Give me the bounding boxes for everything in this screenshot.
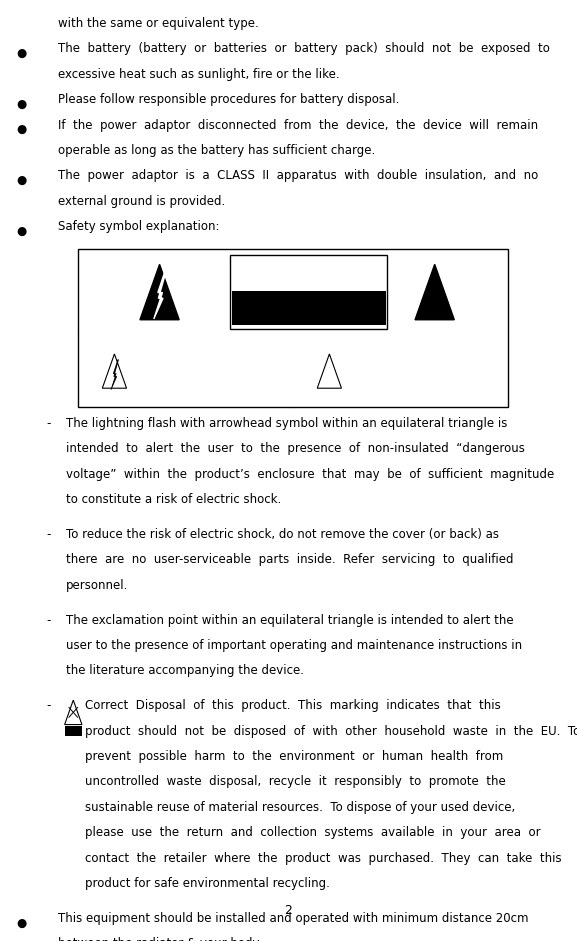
- Text: If  the  power  adaptor  disconnected  from  the  device,  the  device  will  re: If the power adaptor disconnected from t…: [58, 119, 538, 132]
- Bar: [231, 291, 386, 325]
- Text: ●: ●: [17, 47, 27, 60]
- Polygon shape: [154, 272, 166, 319]
- Text: CAUTION: CAUTION: [276, 263, 342, 276]
- Text: The lightning flash with arrowhead symbol within an equilateral triangle is: The lightning flash with arrowhead symbo…: [66, 417, 508, 430]
- Text: Safety symbol explanation:: Safety symbol explanation:: [58, 220, 219, 233]
- Text: intended  to  alert  the  user  to  the  presence  of  non-insulated  “dangerous: intended to alert the user to the presen…: [66, 442, 525, 455]
- Text: •: •: [327, 382, 331, 389]
- Text: This equipment should be installed and operated with minimum distance 20cm: This equipment should be installed and o…: [58, 912, 528, 925]
- Text: DO NOT OPEN: DO NOT OPEN: [284, 311, 334, 316]
- Text: -: -: [47, 528, 51, 541]
- Polygon shape: [317, 354, 342, 389]
- Text: Correct  Disposal  of  this  product.  This  marking  indicates  that  this: Correct Disposal of this product. This m…: [85, 699, 501, 712]
- Text: This symbol indicates:
Danger of high voltage.
Be careful of electric strike!: This symbol indicates: Danger of high vo…: [136, 344, 250, 364]
- Polygon shape: [140, 264, 179, 320]
- Bar: [65, 726, 82, 736]
- Text: The exclamation point within an equilateral triangle is intended to alert the: The exclamation point within an equilate…: [66, 614, 514, 627]
- Text: ●: ●: [17, 225, 27, 238]
- Text: ●: ●: [17, 174, 27, 187]
- Text: !: !: [430, 279, 439, 297]
- Text: ●: ●: [17, 123, 27, 136]
- Text: product for safe environmental recycling.: product for safe environmental recycling…: [85, 877, 329, 890]
- Text: -: -: [47, 614, 51, 627]
- Polygon shape: [102, 354, 126, 389]
- Text: -: -: [47, 699, 51, 712]
- Text: excessive heat such as sunlight, fire or the like.: excessive heat such as sunlight, fire or…: [58, 68, 339, 81]
- Text: ●: ●: [17, 917, 27, 930]
- Text: voltage”  within  the  product’s  enclosure  that  may  be  of  sufficient  magn: voltage” within the product’s enclosure …: [66, 468, 554, 481]
- Text: operable as long as the battery has sufficient charge.: operable as long as the battery has suff…: [58, 144, 375, 157]
- Text: please  use  the  return  and  collection  systems  available  in  your  area  o: please use the return and collection sys…: [85, 826, 541, 839]
- Text: -: -: [47, 417, 51, 430]
- Text: The  power  adaptor  is  a  CLASS  II  apparatus  with  double  insulation,  and: The power adaptor is a CLASS II apparatu…: [58, 169, 538, 183]
- Text: external ground is provided.: external ground is provided.: [58, 195, 225, 208]
- Text: !: !: [327, 361, 332, 372]
- Text: personnel.: personnel.: [66, 579, 129, 592]
- Polygon shape: [415, 264, 454, 320]
- Text: •: •: [432, 313, 437, 324]
- Text: the literature accompanying the device.: the literature accompanying the device.: [66, 664, 304, 678]
- Bar: [78, 249, 508, 407]
- Text: ●: ●: [17, 98, 27, 111]
- Text: sustainable reuse of material resources.  To dispose of your used device,: sustainable reuse of material resources.…: [85, 801, 515, 814]
- Bar: [230, 255, 387, 329]
- Text: 2: 2: [284, 904, 293, 917]
- Polygon shape: [111, 359, 118, 390]
- Text: This symbol indicates:
Safety parts in the equipment. They
cannot be replaced du: This symbol indicates: Safety parts in t…: [353, 344, 502, 371]
- Text: The  battery  (battery  or  batteries  or  battery  pack)  should  not  be  expo: The battery (battery or batteries or bat…: [58, 42, 549, 56]
- Polygon shape: [65, 700, 82, 725]
- Text: there  are  no  user-serviceable  parts  inside.  Refer  servicing  to  qualifie: there are no user-serviceable parts insi…: [66, 553, 514, 566]
- Text: uncontrolled  waste  disposal,  recycle  it  responsibly  to  promote  the: uncontrolled waste disposal, recycle it …: [85, 775, 505, 789]
- Text: product  should  not  be  disposed  of  with  other  household  waste  in  the  : product should not be disposed of with o…: [85, 725, 577, 738]
- Text: RISK OF ELECTRIC SHOCK: RISK OF ELECTRIC SHOCK: [264, 297, 354, 303]
- Text: prevent  possible  harm  to  the  environment  or  human  health  from: prevent possible harm to the environment…: [85, 750, 503, 763]
- Text: Please follow responsible procedures for battery disposal.: Please follow responsible procedures for…: [58, 93, 399, 106]
- Text: with the same or equivalent type.: with the same or equivalent type.: [58, 17, 258, 30]
- Text: to constitute a risk of electric shock.: to constitute a risk of electric shock.: [66, 493, 282, 506]
- Text: To reduce the risk of electric shock, do not remove the cover (or back) as: To reduce the risk of electric shock, do…: [66, 528, 499, 541]
- Text: user to the presence of important operating and maintenance instructions in: user to the presence of important operat…: [66, 639, 523, 652]
- Text: contact  the  retailer  where  the  product  was  purchased.  They  can  take  t: contact the retailer where the product w…: [85, 852, 561, 865]
- Text: between the radiator & your body.: between the radiator & your body.: [58, 937, 261, 941]
